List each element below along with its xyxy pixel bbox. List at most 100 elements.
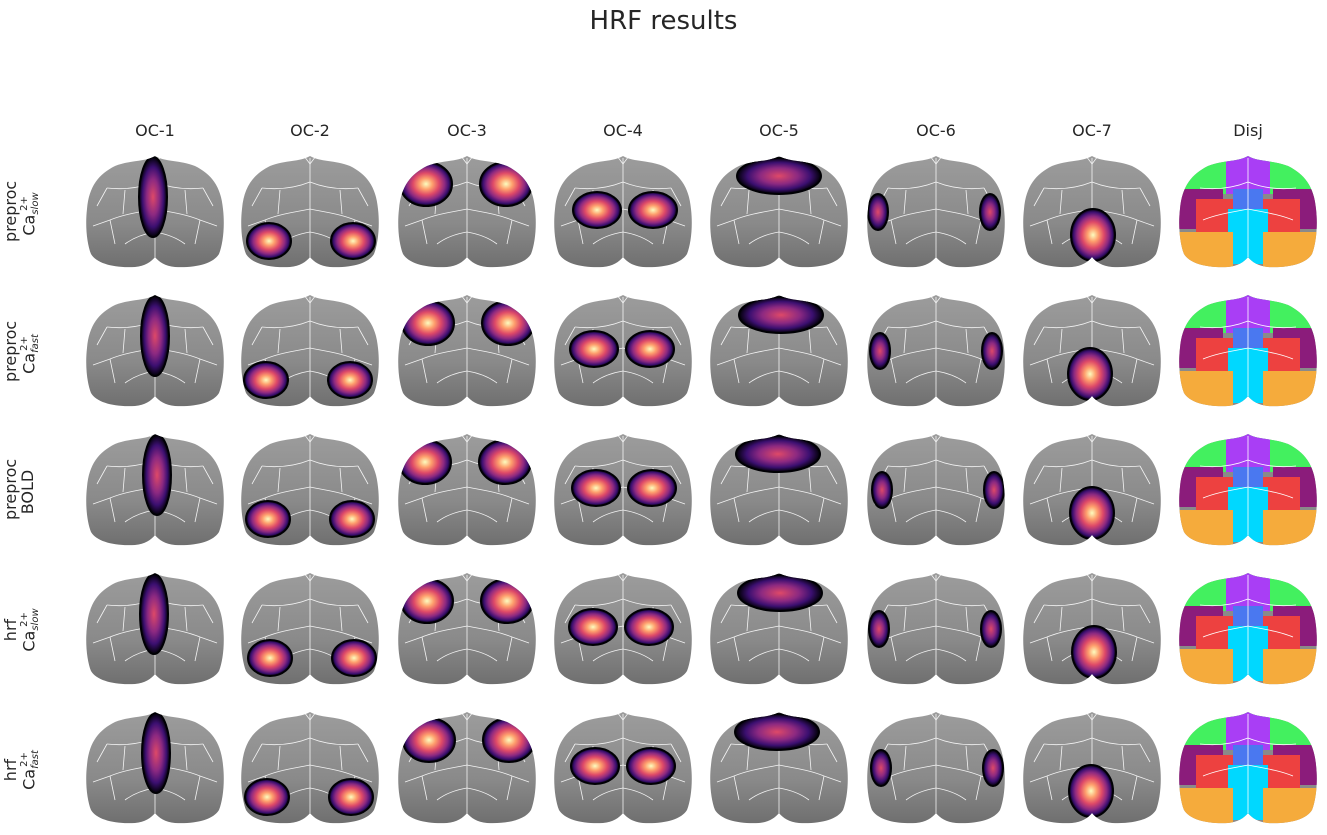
brain-panel	[866, 294, 1006, 407]
disjoint-region	[1258, 199, 1300, 234]
activation-blob	[735, 435, 821, 473]
column-header-oc-1: OC-1	[135, 121, 175, 140]
activation-blob	[570, 747, 620, 785]
activation-blob	[983, 471, 1005, 509]
brain-panel	[709, 711, 849, 824]
brain-panel	[1179, 156, 1317, 268]
activation-blob	[328, 778, 374, 816]
brain-panel	[397, 711, 537, 824]
activation-blob	[737, 574, 823, 612]
brain-panel	[397, 572, 537, 685]
activation-blob	[626, 747, 676, 785]
brain-panel	[85, 294, 225, 407]
disjoint-region	[1179, 371, 1233, 407]
brain-panel	[866, 711, 1006, 824]
activation-blob	[868, 610, 890, 648]
activation-blob	[982, 749, 1004, 787]
activation-blob	[869, 332, 891, 370]
activation-blob	[867, 193, 889, 231]
activation-blob	[627, 469, 677, 507]
disjoint-region	[1196, 755, 1238, 790]
disjoint-region	[1196, 477, 1238, 512]
activation-blob	[981, 332, 1003, 370]
activation-blob	[140, 295, 170, 377]
brain-panel	[85, 572, 225, 685]
activation-blob	[331, 639, 377, 677]
disjoint-region	[1258, 477, 1300, 512]
brain-panel	[1022, 433, 1162, 546]
activation-blob	[624, 608, 674, 646]
activation-blob	[330, 222, 376, 260]
activation-blob	[572, 191, 622, 229]
activation-blob	[243, 361, 289, 399]
disjoint-region	[1196, 338, 1238, 373]
brain-panel	[709, 155, 849, 268]
column-header-oc-6: OC-6	[916, 121, 956, 140]
brain-panel	[1022, 155, 1162, 268]
activation-blob	[734, 713, 820, 751]
activation-blob	[247, 639, 293, 677]
brain-panel	[85, 155, 225, 268]
activation-blob	[246, 222, 292, 260]
brain-panel	[553, 711, 693, 824]
brain-panel	[397, 294, 537, 407]
activation-blob	[141, 712, 171, 794]
brain-panel	[709, 572, 849, 685]
disjoint-region	[1179, 788, 1233, 824]
brain-panel	[866, 433, 1006, 546]
activation-blob	[571, 469, 621, 507]
panel-layer	[85, 155, 1317, 824]
brain-panel	[866, 155, 1006, 268]
brain-panel	[1179, 712, 1317, 824]
activation-blob	[569, 330, 619, 368]
column-header-disj: Disj	[1233, 121, 1263, 140]
brain-panel	[1022, 572, 1162, 685]
figure-title: HRF results	[589, 6, 738, 36]
disjoint-region	[1196, 616, 1238, 651]
disjoint-region	[1258, 755, 1300, 790]
disjoint-region	[1263, 649, 1317, 685]
disjoint-region	[1263, 788, 1317, 824]
disjoint-region	[1263, 371, 1317, 407]
activation-blob	[625, 330, 675, 368]
brain-panel	[85, 433, 225, 546]
disjoint-region	[1196, 199, 1238, 234]
brain-panel	[553, 155, 693, 268]
column-header-oc-5: OC-5	[759, 121, 799, 140]
brain-panel	[1022, 294, 1162, 407]
activation-blob	[980, 610, 1002, 648]
activation-blob	[979, 193, 1001, 231]
disjoint-region	[1263, 232, 1317, 268]
activation-blob	[736, 157, 822, 195]
brain-panel	[240, 294, 380, 407]
disjoint-region	[1179, 649, 1233, 685]
disjoint-region	[1263, 510, 1317, 546]
brain-panel	[709, 294, 849, 407]
activation-blob	[329, 500, 375, 538]
activation-blob	[568, 608, 618, 646]
column-header-oc-4: OC-4	[603, 121, 643, 140]
brain-panel	[240, 433, 380, 546]
activation-blob	[244, 778, 290, 816]
brain-panel	[866, 572, 1006, 685]
activation-blob	[139, 573, 169, 655]
disjoint-region	[1179, 232, 1233, 268]
brain-panel	[240, 155, 380, 268]
activation-blob	[870, 749, 892, 787]
brain-panel	[553, 572, 693, 685]
brain-panel	[240, 711, 380, 824]
activation-blob	[871, 471, 893, 509]
brain-panel	[240, 572, 380, 685]
brain-panel	[709, 433, 849, 546]
activation-blob	[628, 191, 678, 229]
brain-panel	[1179, 434, 1317, 546]
brain-panel	[397, 433, 537, 546]
activation-blob	[738, 296, 824, 334]
brain-panel	[397, 155, 537, 268]
brain-panel	[553, 294, 693, 407]
disjoint-region	[1258, 616, 1300, 651]
brain-panel	[1022, 711, 1162, 824]
brain-panel	[553, 433, 693, 546]
disjoint-region	[1258, 338, 1300, 373]
